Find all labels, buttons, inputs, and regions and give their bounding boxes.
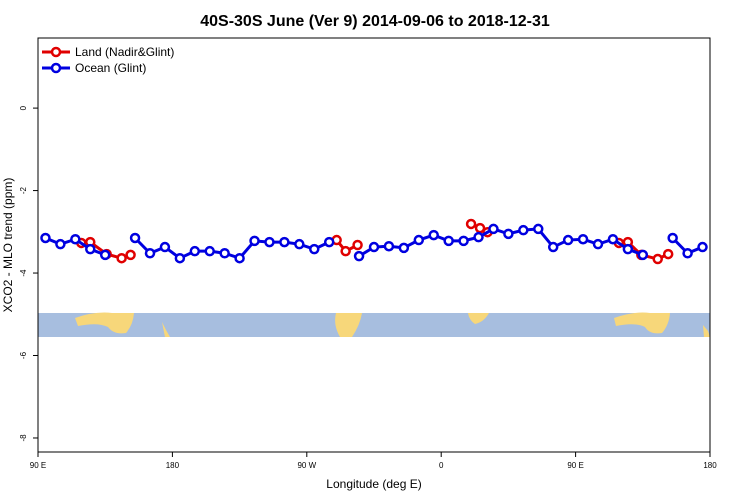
- point: [533, 223, 544, 235]
- x-tick-label: 90 E: [567, 461, 583, 470]
- point: [562, 234, 574, 246]
- y-tick-label: -4: [19, 269, 28, 277]
- point: [294, 238, 305, 250]
- point: [159, 241, 171, 253]
- x-tick-label: 90 E: [30, 461, 46, 470]
- point: [174, 252, 186, 264]
- x-tick-label: 180: [166, 461, 180, 470]
- x-axis-label: Longitude (deg E): [326, 477, 421, 491]
- point: [219, 247, 230, 259]
- point: [125, 249, 136, 261]
- point: [577, 233, 589, 245]
- point: [465, 218, 477, 230]
- point: [204, 245, 215, 257]
- legend-label: Ocean (Glint): [75, 61, 146, 75]
- x-tick-label: 90 W: [297, 461, 316, 470]
- point: [697, 241, 708, 253]
- point: [116, 252, 127, 264]
- point: [458, 235, 469, 247]
- point: [144, 247, 156, 259]
- point: [189, 245, 201, 257]
- x-tick-label: 180: [703, 461, 717, 470]
- point: [637, 249, 649, 261]
- y-tick-label: -2: [19, 186, 28, 194]
- point: [309, 243, 320, 255]
- legend-marker: [50, 62, 62, 74]
- y-axis-label: XCO2 - MLO trend (ppm): [1, 178, 15, 313]
- point: [488, 223, 499, 235]
- point: [474, 222, 486, 234]
- point: [234, 252, 245, 264]
- point: [340, 245, 351, 257]
- point: [279, 236, 290, 248]
- plot-frame: [37, 37, 711, 453]
- chart-title: 40S-30S June (Ver 9) 2014-09-06 to 2018-…: [200, 13, 550, 30]
- point: [70, 233, 81, 245]
- point: [368, 241, 380, 253]
- point: [413, 234, 425, 246]
- point: [607, 233, 619, 245]
- point: [518, 224, 529, 236]
- point: [55, 238, 66, 250]
- point: [249, 235, 260, 247]
- point: [428, 229, 439, 241]
- legend-label: Land (Nadir&Glint): [75, 45, 174, 59]
- point: [667, 232, 678, 244]
- x-tick-label: 0: [439, 461, 444, 470]
- map-strip: [38, 312, 710, 337]
- legend-marker: [50, 46, 62, 58]
- point: [682, 247, 693, 259]
- point: [652, 253, 663, 265]
- point: [592, 238, 604, 250]
- y-tick-label: 0: [19, 105, 28, 110]
- y-tick-label: -8: [19, 434, 28, 442]
- point: [99, 249, 111, 261]
- point: [622, 243, 634, 255]
- point: [85, 243, 96, 255]
- point: [443, 235, 454, 247]
- point: [40, 232, 51, 244]
- point: [353, 250, 365, 262]
- point: [662, 248, 674, 260]
- point: [547, 241, 559, 253]
- point: [129, 232, 141, 244]
- point: [323, 236, 335, 248]
- point: [352, 239, 363, 251]
- point: [473, 231, 484, 243]
- point: [264, 236, 275, 248]
- point: [398, 242, 410, 254]
- y-tick-label: -6: [19, 351, 28, 359]
- point: [383, 240, 395, 252]
- point: [503, 228, 514, 240]
